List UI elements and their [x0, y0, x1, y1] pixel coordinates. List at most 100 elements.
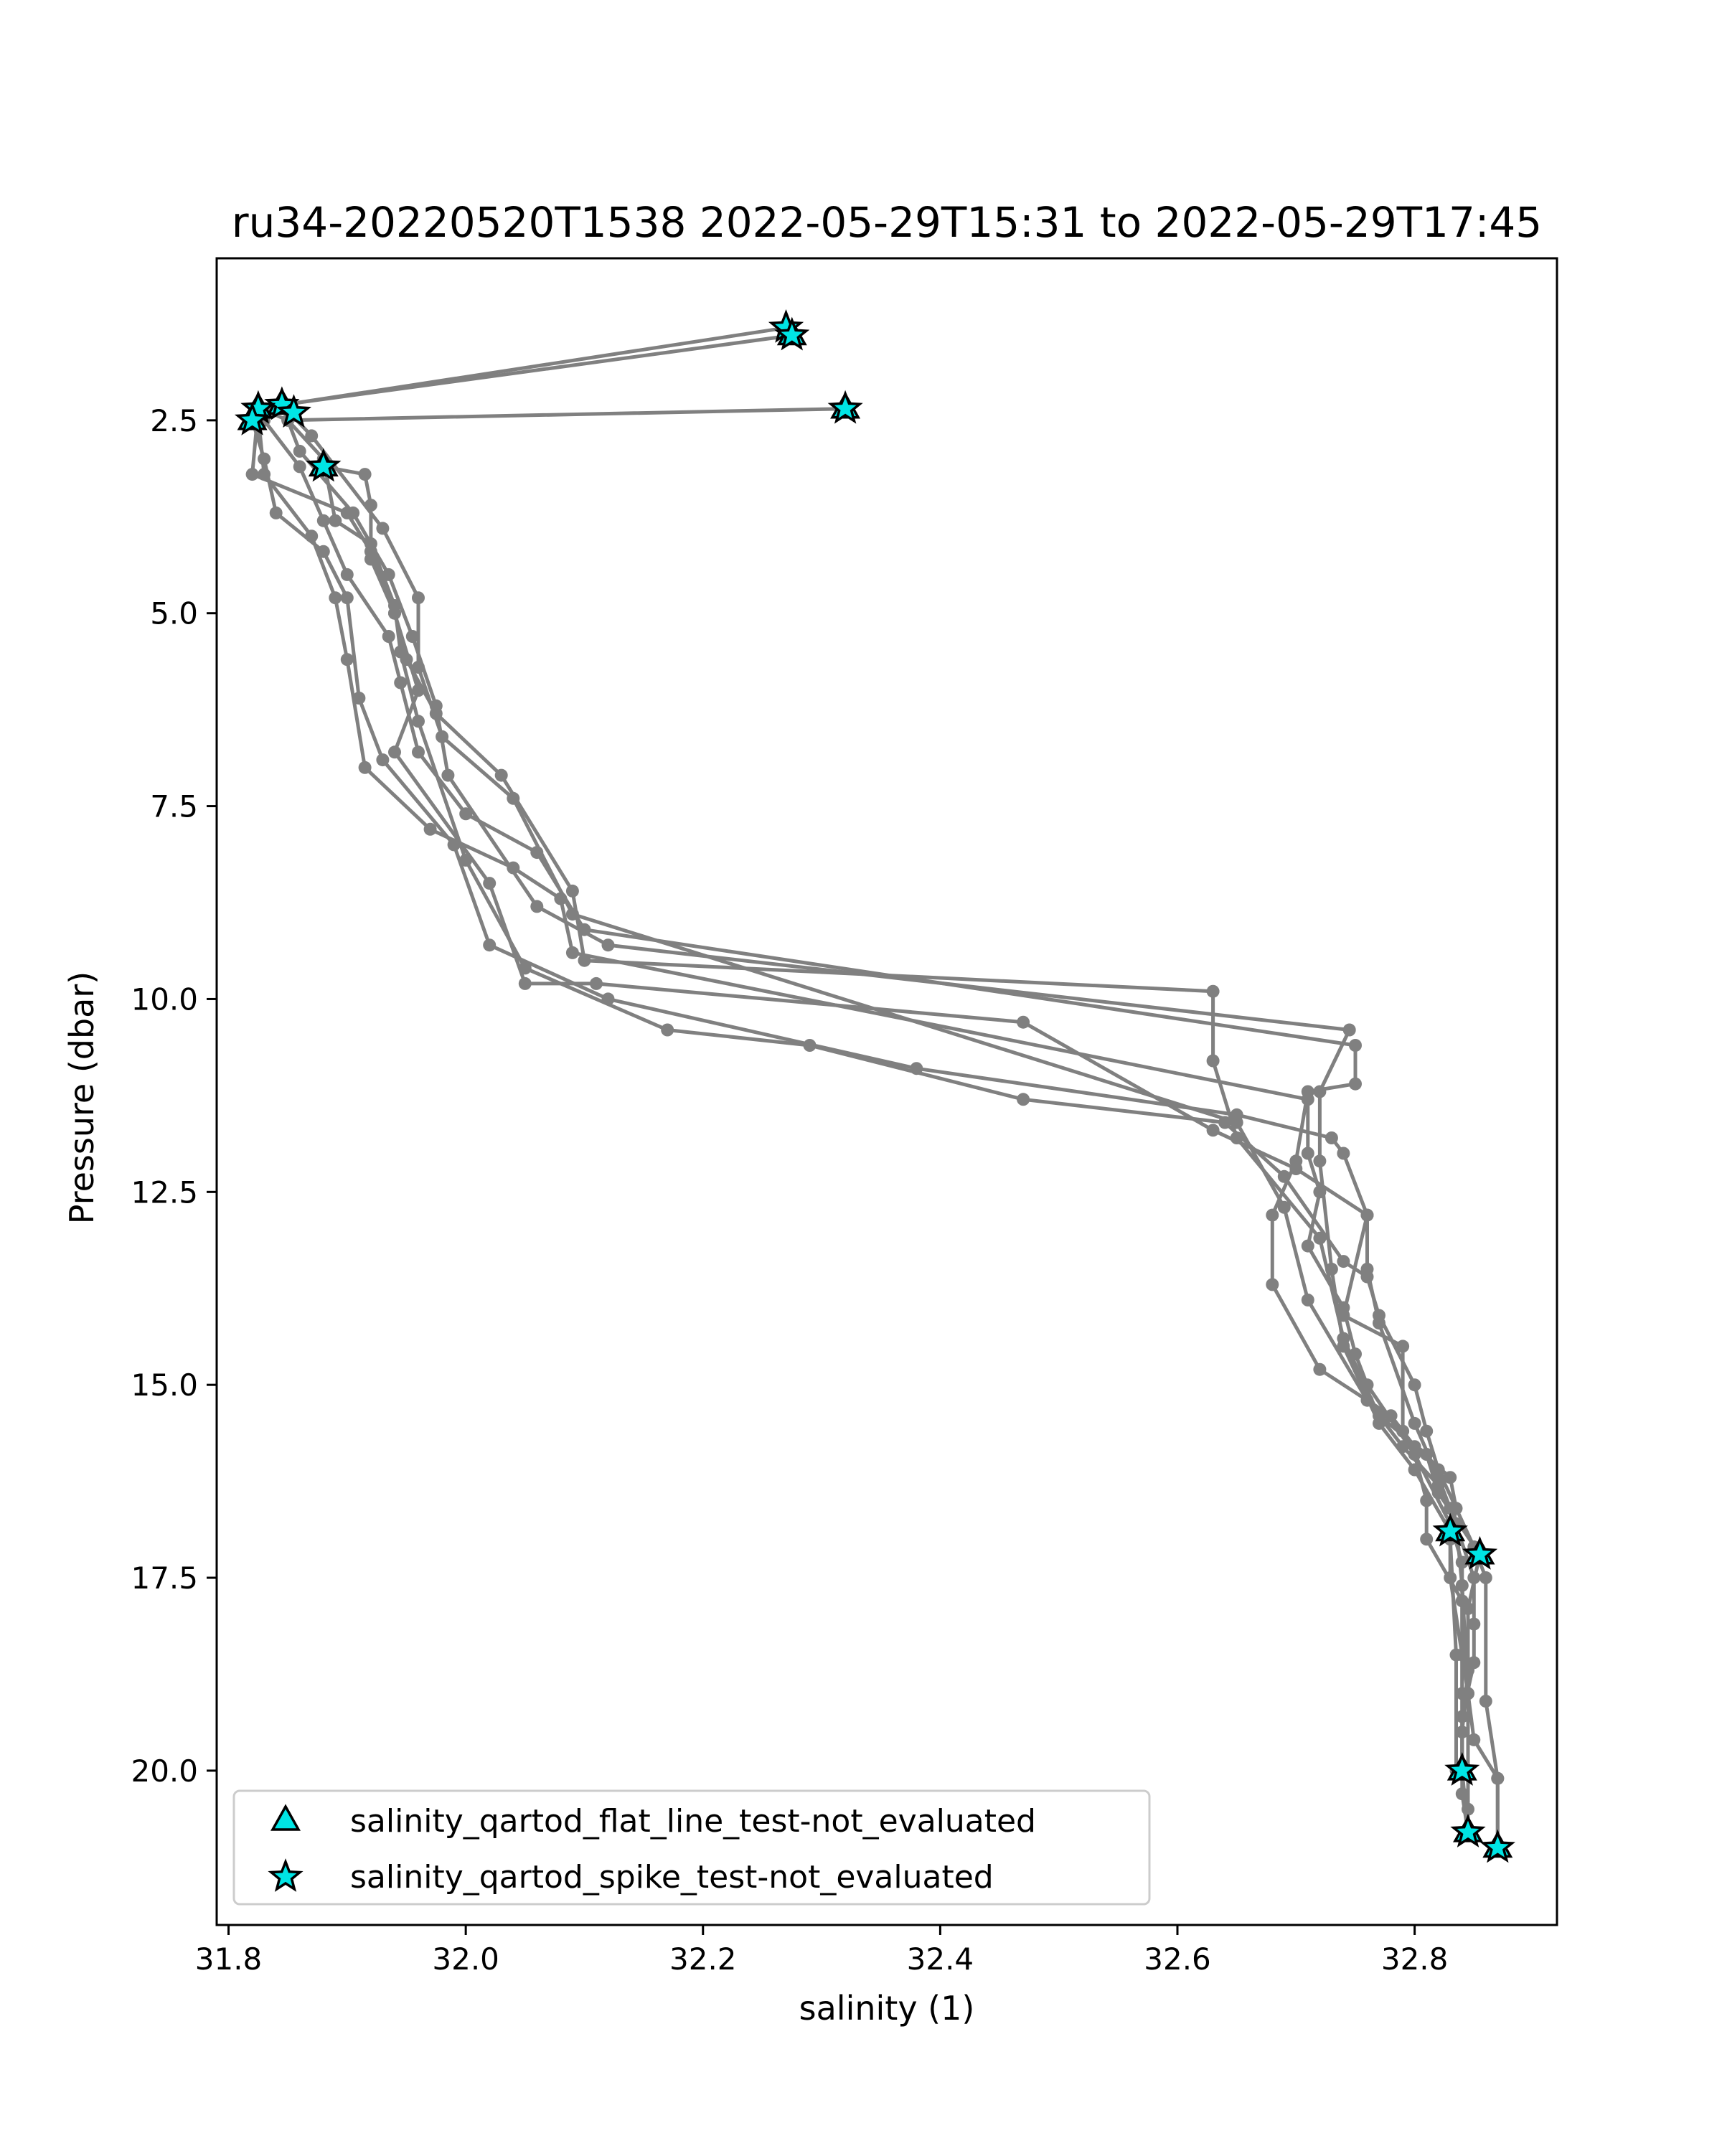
- y-tick-label: 17.5: [131, 1560, 198, 1596]
- spike-marker: [306, 448, 342, 482]
- data-point: [429, 699, 443, 712]
- data-point: [661, 1023, 674, 1037]
- data-point: [1373, 1309, 1385, 1322]
- data-point: [1373, 1416, 1385, 1430]
- data-point: [1408, 1416, 1421, 1430]
- data-point: [1218, 1116, 1232, 1129]
- data-point: [358, 761, 372, 774]
- data-point: [1467, 1656, 1481, 1670]
- y-tick-label: 12.5: [131, 1174, 198, 1210]
- data-point: [1266, 1208, 1279, 1222]
- profile-line: [269, 410, 1500, 1848]
- legend-triangle-icon: [270, 1804, 301, 1831]
- data-point: [459, 807, 473, 821]
- data-point: [1206, 984, 1220, 998]
- data-point: [530, 846, 544, 860]
- data-point: [412, 591, 425, 605]
- data-point: [494, 768, 508, 782]
- legend-star-icon: [268, 1858, 304, 1892]
- data-point: [388, 745, 401, 759]
- data-point: [1360, 1378, 1374, 1392]
- data-point: [1467, 1571, 1481, 1584]
- data-point: [483, 938, 497, 952]
- data-point: [530, 900, 544, 913]
- data-point: [483, 877, 497, 890]
- data-point: [1301, 1293, 1314, 1307]
- data-point: [1360, 1208, 1374, 1222]
- y-tick-label: 15.0: [131, 1367, 198, 1403]
- data-point: [565, 884, 579, 898]
- data-point: [269, 506, 283, 519]
- data-point: [1277, 1200, 1291, 1214]
- data-point: [1313, 1185, 1327, 1199]
- spike-marker: [1444, 1752, 1480, 1786]
- legend-box: [232, 1789, 1151, 1906]
- data-point: [305, 529, 319, 543]
- spike-marker: [774, 316, 810, 351]
- data-point: [412, 715, 425, 728]
- y-axis-label: Pressure (dbar): [62, 971, 101, 1224]
- data-point: [1206, 1124, 1220, 1137]
- data-point: [316, 514, 330, 527]
- data-point: [1449, 1648, 1463, 1662]
- data-point: [1349, 1039, 1362, 1052]
- x-tick-label: 32.4: [907, 1941, 974, 1977]
- data-point: [518, 961, 532, 975]
- data-point: [245, 468, 259, 481]
- data-point: [1349, 1077, 1362, 1091]
- plot-area: [234, 309, 1515, 1863]
- legend: salinity_qartod_flat_line_test-not_evalu…: [232, 1789, 1151, 1906]
- data-point: [394, 645, 408, 659]
- x-tick-label: 32.0: [432, 1941, 499, 1977]
- data-point: [601, 938, 615, 952]
- data-point: [578, 923, 591, 936]
- spike-marker: [234, 401, 270, 436]
- data-point: [1408, 1378, 1421, 1392]
- data-point: [1420, 1494, 1434, 1507]
- profile-line: [250, 420, 1464, 1771]
- data-point: [1455, 1555, 1469, 1569]
- data-point: [1337, 1301, 1350, 1314]
- data-point: [803, 1039, 817, 1052]
- data-point: [1360, 1270, 1374, 1284]
- spike-marker: [827, 390, 863, 424]
- data-point: [507, 861, 520, 875]
- data-point: [518, 976, 532, 990]
- data-point: [1206, 1054, 1220, 1068]
- data-point: [1467, 1733, 1481, 1746]
- data-point: [1313, 1362, 1327, 1376]
- chart-title: ru34-20220520T1538 2022-05-29T15:31 to 2…: [232, 198, 1542, 247]
- spike-marker: [276, 394, 312, 428]
- data-point: [1420, 1424, 1434, 1438]
- data-point: [340, 568, 354, 581]
- data-point: [293, 460, 306, 474]
- data-point: [1408, 1448, 1421, 1461]
- y-tick-label: 20.0: [131, 1753, 198, 1789]
- data-point: [1266, 1278, 1279, 1291]
- data-point: [459, 853, 473, 867]
- x-tick-label: 32.8: [1381, 1941, 1449, 1977]
- data-point: [1230, 1108, 1243, 1121]
- axes-frame: [215, 257, 1558, 1926]
- data-point: [441, 768, 455, 782]
- data-point: [1301, 1093, 1314, 1106]
- data-point: [1301, 1147, 1314, 1160]
- data-point: [1289, 1154, 1303, 1168]
- data-point: [1420, 1533, 1434, 1546]
- data-point: [1325, 1262, 1338, 1276]
- x-tick-label: 32.2: [669, 1941, 737, 1977]
- data-point: [293, 444, 306, 458]
- y-tick-label: 7.5: [150, 789, 198, 824]
- data-point: [1444, 1471, 1457, 1484]
- data-point: [1467, 1617, 1481, 1631]
- data-point: [412, 684, 425, 697]
- data-point: [1017, 1093, 1030, 1106]
- data-point: [1349, 1347, 1362, 1361]
- data-point: [364, 499, 377, 512]
- spike-marker: [1462, 1535, 1498, 1570]
- data-point: [329, 514, 342, 527]
- spike-marker: [1450, 1814, 1486, 1847]
- spike-marker: [1479, 1829, 1515, 1863]
- data-point: [347, 506, 360, 519]
